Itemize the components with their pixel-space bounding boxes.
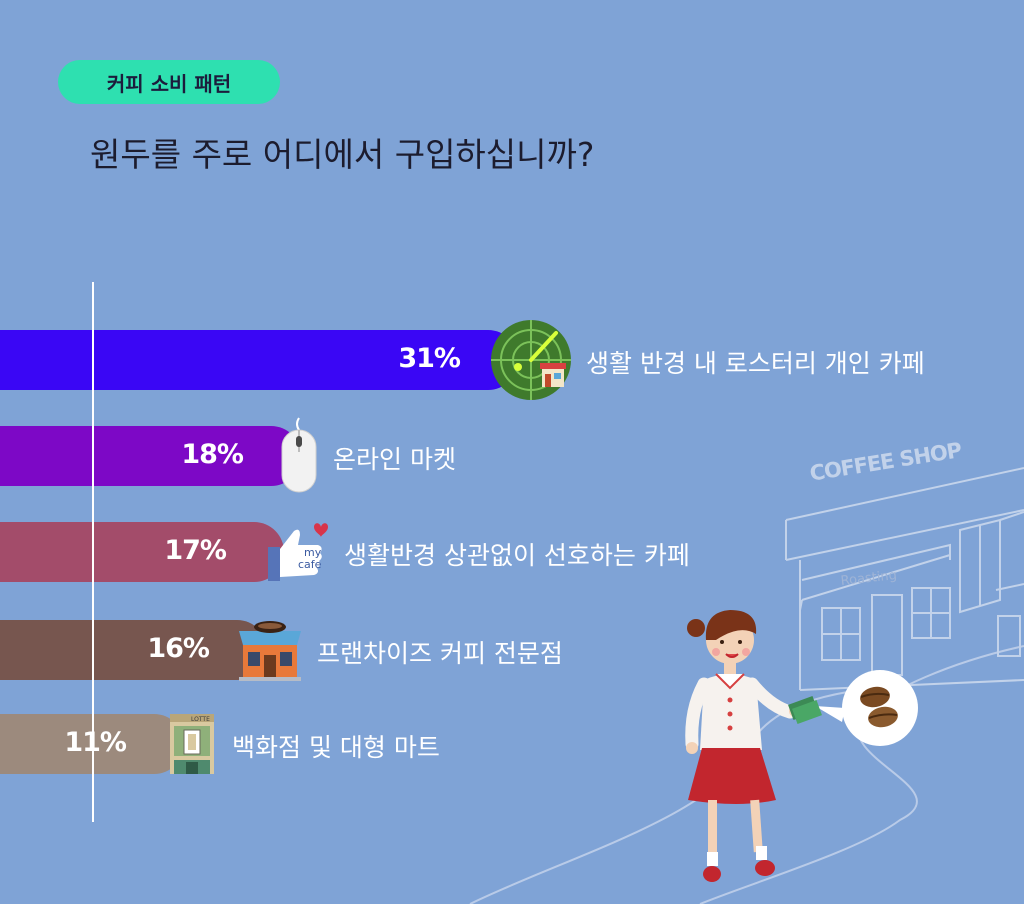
- coffee-shop-icon: [239, 621, 301, 681]
- department-store-icon: [170, 714, 214, 774]
- mouse-icon: [281, 417, 317, 493]
- value-label-online-market: 18%: [181, 439, 244, 470]
- speech-bubble: [815, 670, 918, 746]
- building-sign-text: LOTTE: [191, 716, 210, 723]
- value-label-preferred-cafe: 17%: [164, 535, 227, 566]
- bar-online-market: [0, 426, 301, 486]
- category-label-roastery-cafe: 생활 반경 내 로스터리 개인 카페: [586, 349, 925, 378]
- coffee-bean-icon: [860, 686, 898, 728]
- radar-map-icon: [491, 320, 571, 400]
- value-label-department-store: 11%: [64, 727, 127, 758]
- value-label-roastery-cafe: 31%: [398, 343, 461, 374]
- thumb-text-cafe: cafe: [298, 558, 322, 571]
- chart-axis: [92, 282, 94, 822]
- category-label-franchise: 프랜차이즈 커피 전문점: [317, 639, 563, 668]
- bar-preferred-cafe: [0, 522, 284, 582]
- thumb-text-my: my: [304, 546, 322, 559]
- thumbs-up-mycafe-icon: [268, 523, 328, 581]
- category-label-department-store: 백화점 및 대형 마트: [232, 733, 440, 762]
- coffee-shop-building: [785, 467, 1024, 691]
- category-label-online-market: 온라인 마켓: [333, 445, 456, 474]
- value-label-franchise: 16%: [147, 633, 210, 664]
- survey-question: 원두를 주로 어디에서 구입하십니까?: [90, 135, 595, 174]
- category-label-preferred-cafe: 생활반경 상관없이 선호하는 카페: [344, 541, 690, 570]
- section-tag: 커피 소비 패턴: [58, 60, 280, 104]
- bar-roastery-cafe: [0, 330, 518, 390]
- bar-franchise: [0, 620, 267, 680]
- woman-figure: [685, 610, 822, 882]
